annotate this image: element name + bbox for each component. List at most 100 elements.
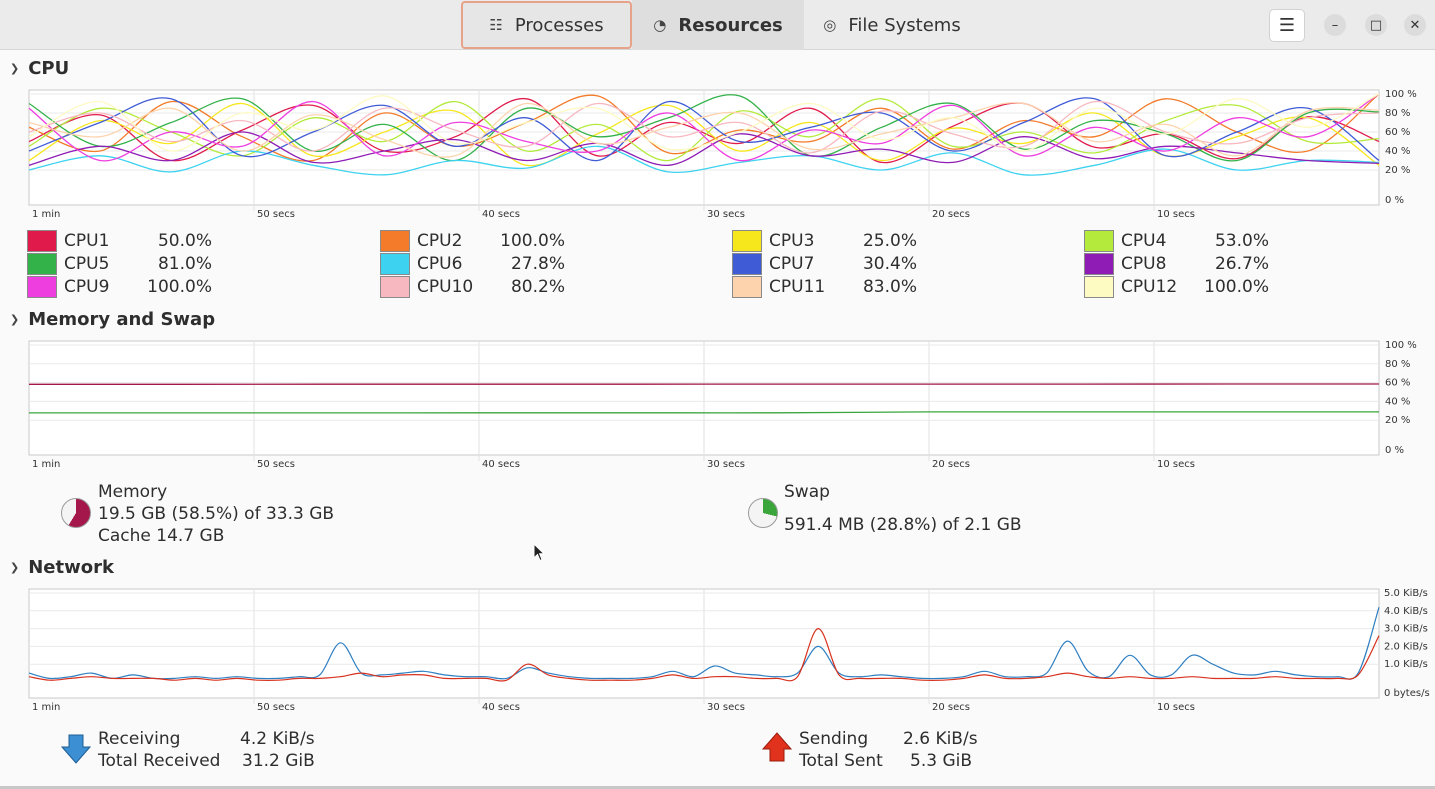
series-line	[28, 93, 1380, 162]
x-tick-label: 40 secs	[482, 702, 520, 713]
x-tick-label: 20 secs	[932, 702, 970, 713]
chevron-down-icon: ❯	[10, 62, 20, 75]
header-bar: ☷ Processes ◔ Resources ◎ File Systems ☰…	[0, 0, 1435, 50]
cpu-legend-item[interactable]: CPU12 100.0%	[1084, 276, 1269, 298]
cpu-legend-item[interactable]: CPU6 27.8%	[380, 253, 565, 275]
y-tick-label: 5.0 KiB/s	[1384, 588, 1428, 599]
cpu-color-swatch[interactable]	[1084, 230, 1114, 252]
series-line	[28, 627, 1380, 682]
memory-pie-icon	[61, 498, 91, 528]
series-line	[28, 102, 1380, 158]
swap-pie-icon	[748, 498, 778, 528]
cpu-color-swatch[interactable]	[27, 276, 57, 298]
cpu-name: CPU6	[417, 254, 463, 274]
x-tick-label: 40 secs	[482, 459, 520, 470]
download-arrow-icon	[60, 734, 92, 764]
network-section-header[interactable]: ❯ Network	[10, 557, 114, 578]
y-tick-label: 4.0 KiB/s	[1384, 606, 1428, 617]
cpu-color-swatch[interactable]	[732, 230, 762, 252]
cpu-color-swatch[interactable]	[380, 230, 410, 252]
sending-rate: 2.6 KiB/s	[903, 729, 978, 749]
window-bottom-edge	[0, 786, 1435, 789]
cpu-legend-item[interactable]: CPU7 30.4%	[732, 253, 917, 275]
list-icon: ☷	[489, 16, 503, 34]
cpu-section-header[interactable]: ❯ CPU	[10, 58, 69, 79]
x-tick-label: 50 secs	[257, 702, 295, 713]
cpu-legend-item[interactable]: CPU5 81.0%	[27, 253, 212, 275]
cpu-history-graph: 100 % 80 % 60 % 40 % 20 % 0 % 1 min 50 secs 40 s…	[28, 89, 1417, 220]
cpu-color-swatch[interactable]	[380, 253, 410, 275]
x-tick-label: 50 secs	[257, 209, 295, 220]
cpu-legend-item[interactable]: CPU10 80.2%	[380, 276, 565, 298]
cpu-name: CPU9	[64, 277, 110, 297]
cpu-value: 30.4%	[862, 254, 917, 274]
cpu-value: 100.0%	[1204, 277, 1269, 297]
y-tick-label: 80 %	[1385, 108, 1410, 119]
memory-section-header[interactable]: ❯ Memory and Swap	[10, 309, 215, 330]
sending-label: Sending	[799, 729, 869, 749]
x-tick-label: 1 min	[32, 459, 60, 470]
tab-processes[interactable]: ☷ Processes	[461, 1, 632, 49]
tab-resources[interactable]: ◔ Resources	[632, 0, 804, 50]
memory-cache: Cache 14.7 GB	[98, 526, 225, 546]
x-tick-label: 30 secs	[707, 209, 745, 220]
minimize-button[interactable]: –	[1324, 14, 1346, 36]
menu-icon: ☰	[1278, 15, 1296, 36]
y-tick-label: 80 %	[1385, 359, 1410, 370]
cpu-color-swatch[interactable]	[1084, 253, 1114, 275]
cpu-legend-item[interactable]: CPU8 26.7%	[1084, 253, 1269, 275]
y-tick-label: 3.0 KiB/s	[1384, 624, 1428, 635]
maximize-button[interactable]: □	[1365, 14, 1387, 36]
memory-history-graph: 100 % 80 % 60 % 40 % 20 % 0 % 1 min 50 secs 40 s…	[28, 340, 1417, 470]
series-line	[28, 94, 1380, 162]
memory-info: Memory 19.5 GB (58.5%) of 33.3 GB Cache …	[98, 481, 334, 547]
x-tick-label: 1 min	[32, 209, 60, 220]
cpu-legend-item[interactable]: CPU3 25.0%	[732, 230, 917, 252]
disk-icon: ◎	[823, 16, 837, 34]
y-tick-label: 100 %	[1385, 89, 1417, 100]
x-tick-label: 30 secs	[707, 702, 745, 713]
cpu-color-swatch[interactable]	[732, 253, 762, 275]
cpu-value: 83.0%	[862, 277, 917, 297]
series-line	[28, 98, 1380, 164]
y-tick-label: 0 %	[1385, 195, 1404, 206]
menu-button[interactable]: ☰	[1269, 9, 1305, 42]
cpu-value: 100.0%	[500, 231, 565, 251]
y-tick-label: 20 %	[1385, 165, 1410, 176]
close-button[interactable]: ✕	[1404, 14, 1426, 36]
y-tick-label: 20 %	[1385, 415, 1410, 426]
cpu-legend-item[interactable]: CPU1 50.0%	[27, 230, 212, 252]
series-line	[29, 411, 1379, 414]
x-tick-label: 30 secs	[707, 459, 745, 470]
y-tick-label: 40 %	[1385, 396, 1410, 407]
series-line	[28, 97, 1380, 162]
cpu-color-swatch[interactable]	[380, 276, 410, 298]
cpu-legend-item[interactable]: CPU2 100.0%	[380, 230, 565, 252]
cpu-legend-item[interactable]: CPU4 53.0%	[1084, 230, 1269, 252]
y-tick-label: 60 %	[1385, 127, 1410, 138]
x-tick-label: 1 min	[32, 702, 60, 713]
cpu-legend-item[interactable]: CPU9 100.0%	[27, 276, 212, 298]
x-tick-label: 10 secs	[1157, 459, 1195, 470]
swap-info: Swap 591.4 MB (28.8%) of 2.1 GB	[784, 481, 1022, 536]
cpu-color-swatch[interactable]	[732, 276, 762, 298]
chevron-down-icon: ❯	[10, 561, 20, 574]
cpu-name: CPU1	[64, 231, 110, 251]
cpu-name: CPU7	[769, 254, 815, 274]
cpu-value: 27.8%	[510, 254, 565, 274]
series-line	[28, 607, 1380, 680]
maximize-icon: □	[1369, 17, 1383, 33]
cpu-legend-item[interactable]: CPU11 83.0%	[732, 276, 917, 298]
y-tick-label: 0 %	[1385, 445, 1404, 456]
tab-file-systems[interactable]: ◎ File Systems	[806, 0, 978, 50]
cpu-value: 80.2%	[510, 277, 565, 297]
series-line	[28, 93, 1380, 152]
close-icon: ✕	[1409, 17, 1421, 33]
cpu-color-swatch[interactable]	[1084, 276, 1114, 298]
cpu-color-swatch[interactable]	[27, 230, 57, 252]
receiving-label: Receiving	[98, 729, 181, 749]
y-tick-label: 40 %	[1385, 146, 1410, 157]
upload-arrow-icon	[761, 732, 793, 762]
cpu-color-swatch[interactable]	[27, 253, 57, 275]
chevron-down-icon: ❯	[10, 313, 20, 326]
